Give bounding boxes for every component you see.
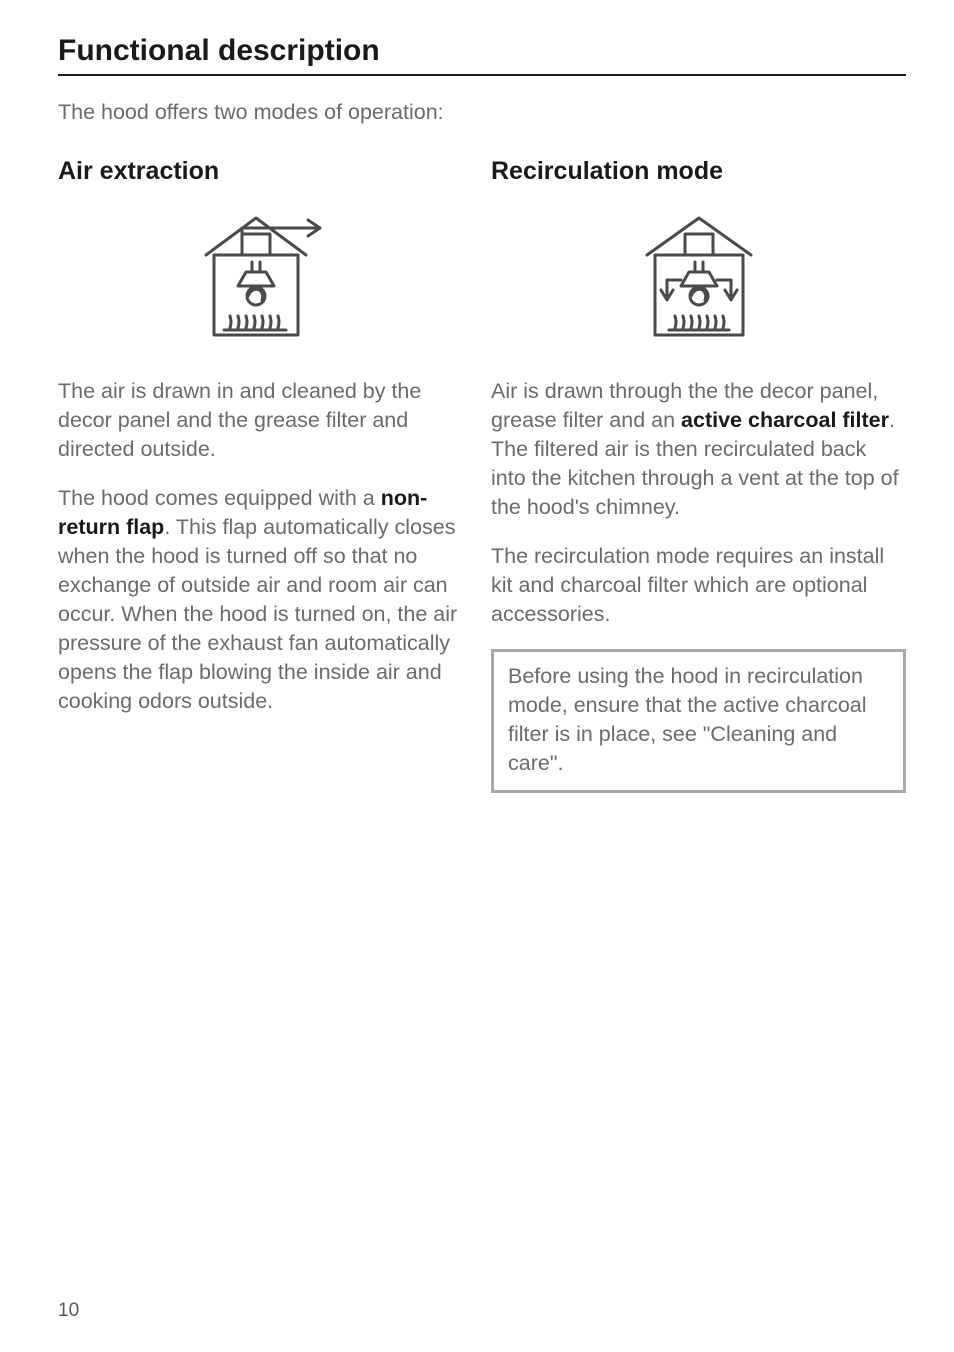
p2-tail: . This flap automatically closes when th… — [58, 515, 457, 713]
page-title: Functional description — [58, 34, 906, 68]
page-number: 10 — [58, 1300, 79, 1322]
p2-lead: The hood comes equipped with a — [58, 486, 381, 510]
intro-text: The hood offers two modes of operation: — [58, 98, 478, 127]
page: Functional description The hood offers t… — [0, 0, 954, 1352]
air-extraction-heading: Air extraction — [58, 157, 473, 186]
air-extraction-icon-wrap — [58, 200, 473, 355]
air-extraction-p2: The hood comes equipped with a non-retur… — [58, 484, 473, 716]
note-text: Before using the hood in recirculation m… — [508, 664, 867, 775]
two-column-layout: Air extraction — [58, 157, 906, 793]
recirculation-icon-wrap — [491, 200, 906, 355]
recirculation-p1: Air is drawn through the the decor panel… — [491, 377, 906, 522]
recirculation-heading: Recirculation mode — [491, 157, 906, 186]
title-rule — [58, 74, 906, 76]
recirculation-icon — [619, 200, 779, 350]
air-extraction-icon — [186, 200, 346, 350]
left-column: Air extraction — [58, 157, 473, 793]
right-column: Recirculation mode — [491, 157, 906, 793]
air-extraction-p1: The air is drawn in and cleaned by the d… — [58, 377, 473, 464]
r-p1-bold: active charcoal filter — [681, 408, 889, 432]
recirculation-p2: The recirculation mode requires an insta… — [491, 542, 906, 629]
note-box: Before using the hood in recirculation m… — [491, 649, 906, 793]
